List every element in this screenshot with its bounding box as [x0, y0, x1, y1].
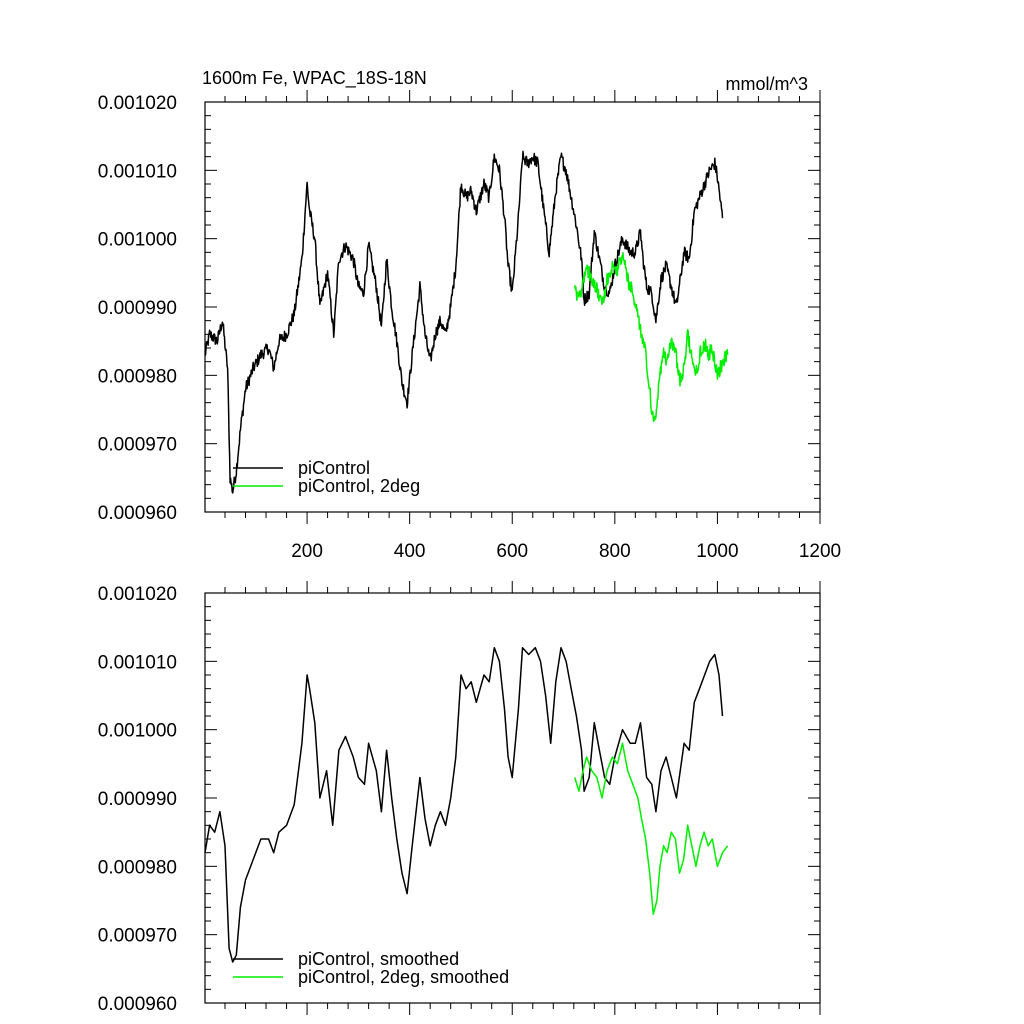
y-tick-label: 0.000960 [98, 994, 177, 1015]
series-line-2 [574, 742, 729, 915]
plot-frame [204, 101, 821, 513]
y-tick-label: 0.000990 [98, 789, 177, 810]
series-line-2 [574, 252, 729, 422]
panel-1: 200 400 600 800 1000 1200 0.000960 0.000970 0.00… [98, 68, 841, 562]
y-tick-label: 0.001000 [98, 721, 177, 742]
x-tick-label: 1200 [799, 541, 841, 562]
y-tick-label: 0.001000 [98, 230, 177, 251]
y-tick-label: 0.000990 [98, 298, 177, 319]
y-tick-label: 0.001020 [98, 93, 177, 114]
legend-label-2: piControl, 2deg [298, 476, 420, 496]
y-tick-label: 0.000980 [98, 857, 177, 878]
y-tick-label: 0.000960 [98, 503, 177, 524]
x-tick-label: 1000 [696, 541, 738, 562]
x-tick-label: 200 [291, 541, 323, 562]
y-tick-label: 0.001010 [98, 161, 177, 182]
series-line-1 [204, 646, 724, 963]
y-tick-label: 0.001010 [98, 652, 177, 673]
y-tick-label: 0.000970 [98, 435, 177, 456]
x-tick-label: 400 [394, 541, 426, 562]
units-label: mmol/m^3 [726, 74, 808, 94]
plot-frame [204, 592, 821, 1004]
legend-label-2: piControl, 2deg, smoothed [298, 967, 509, 987]
x-tick-label: 800 [599, 541, 631, 562]
legend-label-1: piControl [298, 458, 370, 478]
panel-2: 0.000960 0.000970 0.000980 0.000990 0.001000… [98, 581, 821, 1015]
y-tick-label: 0.000980 [98, 366, 177, 387]
series-line-1 [204, 150, 724, 494]
y-tick-label: 0.000970 [98, 926, 177, 947]
legend-label-1: piControl, smoothed [298, 949, 459, 969]
x-tick-label: 600 [496, 541, 528, 562]
plot-title: 1600m Fe, WPAC_18S-18N [202, 68, 427, 89]
y-tick-label: 0.001020 [98, 584, 177, 605]
